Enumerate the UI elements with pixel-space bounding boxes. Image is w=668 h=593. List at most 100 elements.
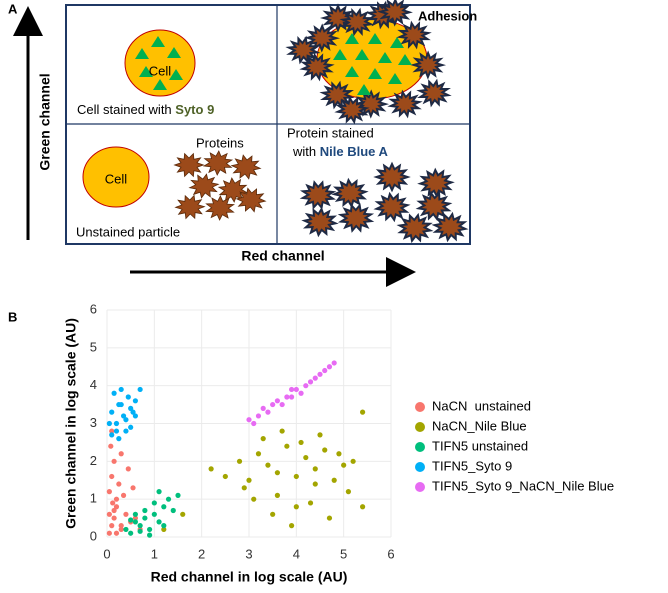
x-axis-title: Red channel in log scale (AU) [151, 569, 348, 585]
protein [202, 150, 234, 176]
point [270, 511, 276, 517]
point [147, 532, 153, 538]
point [151, 511, 157, 517]
point [118, 526, 124, 533]
x-tick-label: 2 [198, 546, 205, 561]
point [236, 458, 243, 464]
point [137, 386, 143, 393]
dye [388, 73, 402, 84]
point [109, 432, 115, 438]
point [284, 443, 290, 449]
point [312, 375, 318, 381]
point [336, 451, 342, 457]
point [312, 481, 318, 487]
stained-protein [331, 177, 369, 209]
point [265, 462, 271, 468]
stained-protein [299, 180, 337, 210]
point [322, 367, 328, 374]
adhesion-label: Adhesion [418, 8, 477, 23]
point [106, 511, 112, 517]
stained-protein [373, 161, 411, 193]
dye-triangles [135, 33, 412, 95]
point [222, 473, 228, 480]
stained-protein [396, 20, 432, 50]
point [246, 417, 252, 423]
point [111, 458, 117, 464]
point [326, 364, 333, 370]
point [161, 526, 167, 533]
y-axis-title: Green channel in log scale (AU) [63, 318, 79, 529]
stained-protein [417, 167, 455, 199]
caption: with Nile Blue A [292, 144, 388, 159]
point [123, 417, 129, 423]
point [161, 523, 167, 529]
legend-marker [415, 482, 425, 492]
dye-name: Syto 9 [175, 102, 214, 117]
stained-protein [319, 3, 357, 33]
point [137, 528, 143, 534]
caption: Cell stained with Syto 9 [77, 102, 214, 117]
point [123, 526, 129, 533]
point [108, 443, 114, 449]
dye [368, 33, 382, 44]
point [123, 511, 129, 517]
point [142, 515, 148, 521]
point [289, 523, 295, 529]
point [322, 447, 328, 453]
point [307, 379, 314, 385]
stained-protein [303, 23, 341, 53]
point [111, 390, 117, 396]
protein [173, 152, 205, 178]
point [251, 420, 257, 427]
point [106, 420, 112, 427]
point [123, 428, 129, 434]
point [293, 386, 299, 393]
point [118, 451, 124, 457]
x-tick-label: 4 [293, 546, 300, 561]
legend-marker [415, 402, 425, 412]
dye [398, 54, 412, 65]
axis-label: Green channel [37, 73, 53, 170]
stained-protein [416, 78, 452, 108]
legend-marker [415, 422, 425, 432]
point [161, 504, 167, 510]
point [175, 492, 181, 498]
protein [205, 195, 235, 221]
point [317, 432, 323, 438]
caption-text: Cell stained with [77, 102, 175, 117]
point [113, 428, 120, 434]
point [109, 428, 115, 434]
stained-protein [396, 212, 434, 244]
point [317, 371, 323, 377]
point [170, 507, 176, 514]
point [111, 507, 117, 514]
point [116, 401, 122, 408]
point [113, 496, 120, 502]
point [279, 401, 285, 408]
dye [333, 49, 347, 60]
point [128, 530, 134, 536]
legend-label: TIFN5_Syto 9_NaCN_Nile Blue [432, 478, 614, 493]
point [270, 401, 276, 408]
dye [135, 48, 149, 59]
panel-label: A [8, 1, 18, 16]
point [255, 451, 262, 457]
point [274, 470, 280, 476]
point [341, 462, 347, 468]
protein [174, 194, 206, 220]
dye [169, 69, 183, 80]
point [293, 473, 299, 480]
y-tick-label: 5 [90, 339, 97, 354]
point [289, 386, 295, 393]
cell-label: Cell [149, 63, 172, 78]
point [165, 496, 172, 502]
point [125, 466, 131, 472]
point [106, 489, 112, 495]
y-tick-label: 4 [90, 377, 97, 392]
legend-label: TIFN5_Syto 9 [432, 458, 512, 473]
stained-protein [377, 0, 413, 27]
dye [139, 66, 153, 77]
point [345, 489, 351, 495]
point [113, 530, 120, 536]
